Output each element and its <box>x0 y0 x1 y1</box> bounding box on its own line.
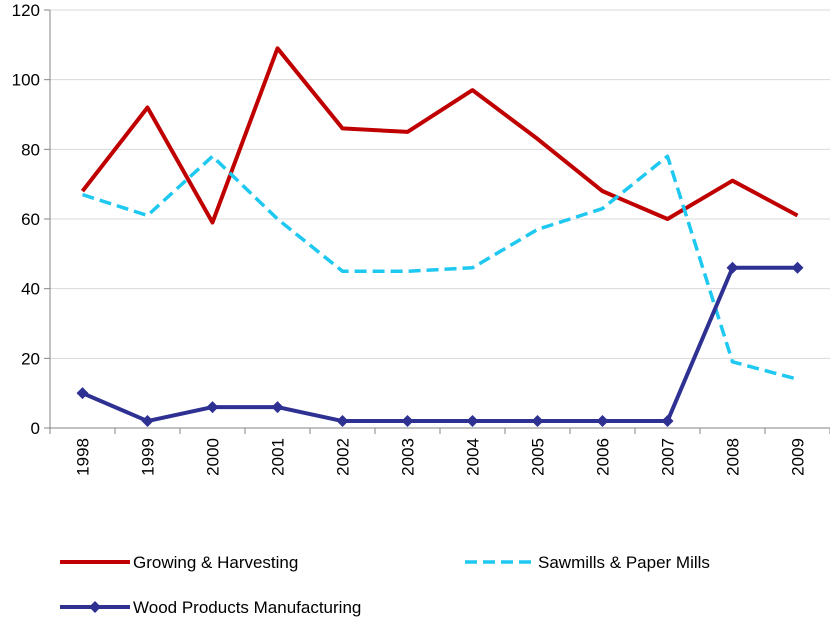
data-point-marker <box>466 415 479 428</box>
y-axis-ticks: 0 20 40 60 80 100 120 <box>12 1 50 438</box>
legend-label: Wood Products Manufacturing <box>133 598 361 617</box>
series-line <box>81 265 798 424</box>
x-tick-label: 1999 <box>139 438 158 476</box>
x-tick-label: 2006 <box>594 438 613 476</box>
x-tick-label: 2009 <box>789 438 808 476</box>
data-point-marker <box>206 401 219 414</box>
legend-item: Wood Products Manufacturing <box>60 598 361 617</box>
x-tick-label: 2004 <box>464 438 483 476</box>
legend-item: Growing & Harvesting <box>60 553 298 572</box>
y-tick-label: 40 <box>21 280 40 299</box>
x-tick-label: 2000 <box>204 438 223 476</box>
y-tick-label: 0 <box>31 419 40 438</box>
data-point-marker <box>726 261 739 274</box>
gridlines <box>50 9 830 359</box>
legend-item: Sawmills & Paper Mills <box>465 553 710 572</box>
data-point-marker <box>791 261 804 274</box>
x-tick-label: 1998 <box>74 438 93 476</box>
y-tick-label: 20 <box>21 349 40 368</box>
y-tick-label: 100 <box>12 71 40 90</box>
x-tick-label: 2002 <box>334 438 353 476</box>
data-point-marker <box>141 415 154 428</box>
series-1 <box>81 154 798 381</box>
series-line <box>81 154 798 381</box>
y-tick-label: 80 <box>21 140 40 159</box>
x-tick-label: 2007 <box>659 438 678 476</box>
x-axis-ticks: 1998 1999 2000 2001 2002 2003 2004 2005 2006 2007… <box>49 428 830 476</box>
series-2 <box>76 261 804 428</box>
data-point-marker <box>661 415 674 428</box>
y-tick-label: 120 <box>12 1 40 20</box>
legend-label: Growing & Harvesting <box>133 553 298 572</box>
x-tick-label: 2003 <box>399 438 418 476</box>
data-point-marker <box>271 401 284 414</box>
y-tick-label: 60 <box>21 210 40 229</box>
x-tick-label: 2001 <box>269 438 288 476</box>
x-tick-label: 2005 <box>529 438 548 476</box>
legend-marker <box>89 601 101 613</box>
series-lines <box>76 46 804 428</box>
data-point-marker <box>596 415 609 428</box>
data-point-marker <box>401 415 414 428</box>
data-point-marker <box>76 387 89 400</box>
data-point-marker <box>531 415 544 428</box>
series-0 <box>80 46 799 225</box>
legend-label: Sawmills & Paper Mills <box>538 553 710 572</box>
x-tick-label: 2008 <box>724 438 743 476</box>
series-line <box>80 46 799 225</box>
legend: Growing & Harvesting Sawmills & Paper Mil… <box>60 553 710 617</box>
data-point-marker <box>336 415 349 428</box>
